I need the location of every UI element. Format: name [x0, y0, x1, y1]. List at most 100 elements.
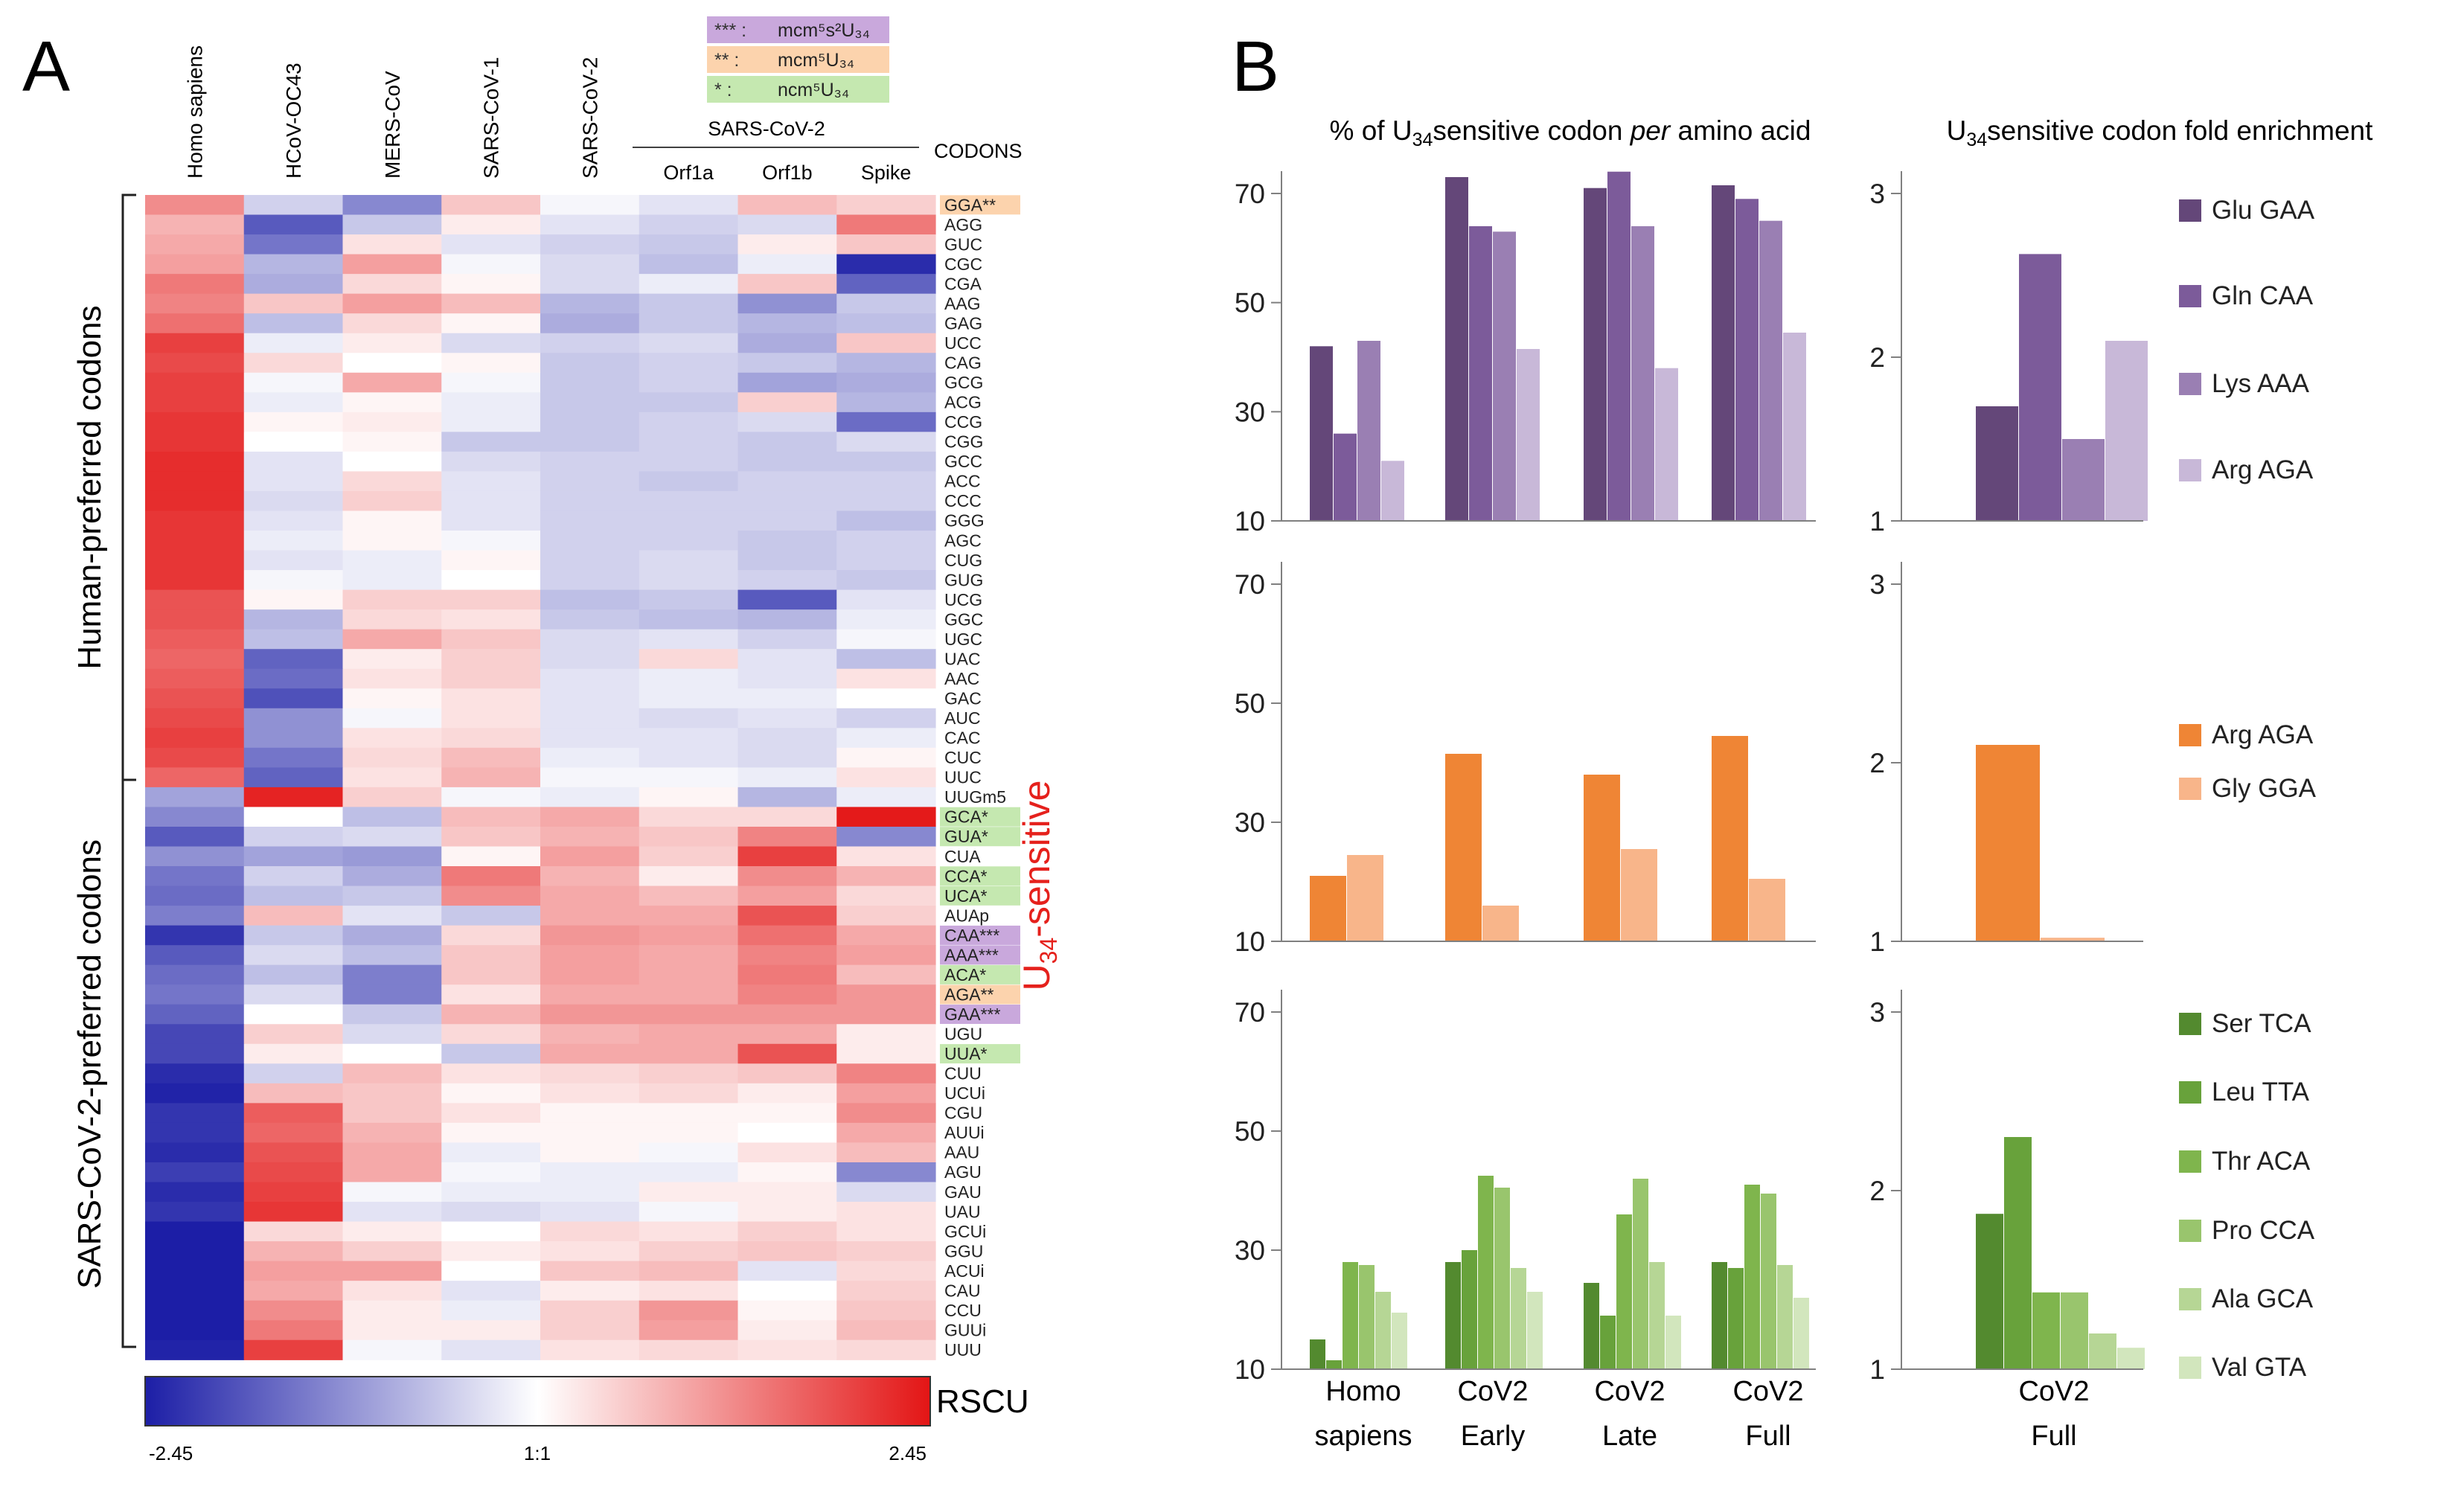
- heat-cell-gaa-3: [441, 1004, 541, 1025]
- fold-row1-tick-label: 1: [1869, 926, 1885, 957]
- codon-label-ccu: CCU: [944, 1301, 982, 1320]
- heat-cell-cgu-3: [441, 1103, 541, 1124]
- heat-cell-ucc-3: [441, 333, 541, 353]
- heat-cell-acg-0: [145, 392, 245, 413]
- heat-cell-ugc-3: [441, 629, 541, 650]
- heat-cell-agg-4: [540, 214, 640, 235]
- legend-swatch-orange: [707, 46, 889, 73]
- heat-cell-agu-6: [737, 1162, 837, 1183]
- column-header-0: Homo sapiens: [183, 45, 206, 179]
- heat-cell-cca-3: [441, 866, 541, 887]
- fold-bar-arg-aga: [2105, 341, 2148, 521]
- fold-bar-lys-aaa: [2062, 439, 2105, 521]
- fold-bar-gly-gga: [2041, 938, 2105, 941]
- heat-cell-acg-7: [836, 392, 936, 413]
- heat-cell-gua-3: [441, 826, 541, 848]
- fold-row1-tick-label: 3: [1869, 569, 1885, 600]
- heat-cell-agu-0: [145, 1162, 245, 1183]
- codon-label-cgg: CGG: [944, 432, 983, 452]
- heat-cell-gau-2: [342, 1182, 442, 1203]
- heat-cell-gcui-2: [342, 1221, 442, 1242]
- heat-cell-ggu-2: [342, 1241, 442, 1262]
- pct-bar-arg-aga-0: [1381, 461, 1404, 521]
- heat-cell-ucui-5: [639, 1083, 739, 1104]
- heat-cell-aau-5: [639, 1142, 739, 1163]
- heat-cell-ugu-5: [639, 1024, 739, 1045]
- heat-cell-cca-0: [145, 866, 245, 887]
- heat-cell-guc-6: [737, 234, 837, 255]
- u34-sensitive-label: U34-sensitive: [1016, 781, 1062, 991]
- heat-cell-uua-5: [639, 1043, 739, 1064]
- pct-bar-pro-cca-0: [1359, 1265, 1375, 1369]
- heat-cell-ggc-4: [540, 609, 640, 630]
- panel-b-label: B: [1232, 27, 1279, 106]
- heat-cell-uuu-5: [639, 1339, 739, 1360]
- pct-bar-gln-caa-2: [1607, 171, 1631, 521]
- heat-cell-gua-0: [145, 826, 245, 848]
- heat-cell-acui-2: [342, 1261, 442, 1281]
- heat-cell-acc-5: [639, 471, 739, 492]
- heat-cell-ugc-1: [243, 629, 344, 650]
- heat-cell-gua-4: [540, 826, 640, 848]
- heat-cell-uca-4: [540, 886, 640, 906]
- xlabel-1-line1: CoV2: [1457, 1376, 1528, 1407]
- heat-cell-cca-5: [639, 866, 739, 887]
- codon-label-ugc: UGC: [944, 630, 982, 649]
- heat-cell-guui-1: [243, 1320, 344, 1341]
- heat-cell-aau-3: [441, 1142, 541, 1163]
- heat-cell-gca-2: [342, 807, 442, 827]
- heat-cell-uca-0: [145, 886, 245, 906]
- heat-cell-cuc-1: [243, 747, 344, 768]
- heat-cell-ugc-4: [540, 629, 640, 650]
- heat-cell-agu-2: [342, 1162, 442, 1183]
- codon-label-gag: GAG: [944, 313, 982, 333]
- heat-cell-uuu-0: [145, 1339, 245, 1360]
- xlabel-3-line1: CoV2: [1732, 1376, 1803, 1407]
- heat-cell-cgu-1: [243, 1103, 344, 1124]
- heat-cell-gag-7: [836, 313, 936, 334]
- heat-cell-gac-2: [342, 688, 442, 709]
- legend-swatch-gln-caa: [2179, 285, 2201, 307]
- heat-cell-ccc-3: [441, 490, 541, 512]
- heat-cell-cag-2: [342, 353, 442, 374]
- legend-label-arg-aga: Arg AGA: [2212, 720, 2314, 749]
- codon-label-uca: UCA*: [944, 886, 988, 906]
- heat-cell-gag-4: [540, 313, 640, 334]
- pct-bar-pro-cca-2: [1633, 1179, 1648, 1369]
- heat-cell-ggg-4: [540, 510, 640, 531]
- codon-label-guui: GUUi: [944, 1321, 986, 1340]
- codon-label-uau: UAU: [944, 1202, 981, 1221]
- heat-cell-auc-6: [737, 708, 837, 729]
- heat-cell-cga-2: [342, 274, 442, 295]
- heat-cell-gac-5: [639, 688, 739, 709]
- pct-bar-arg-aga-0: [1310, 876, 1346, 941]
- codon-label-cca: CCA*: [944, 866, 988, 886]
- heat-cell-aac-4: [540, 668, 640, 689]
- heat-cell-cua-3: [441, 846, 541, 867]
- heat-cell-gga-3: [441, 195, 541, 216]
- heat-cell-ggg-0: [145, 510, 245, 531]
- colorbar-max: 2.45: [889, 1442, 927, 1464]
- heat-cell-ggu-0: [145, 1241, 245, 1262]
- heat-cell-acc-2: [342, 471, 442, 492]
- heat-cell-uuu-7: [836, 1339, 936, 1360]
- panel-b-left-title: % of U34sensitive codon per amino acid: [1330, 115, 1811, 150]
- legend-swatch-lys-aaa: [2179, 373, 2201, 395]
- heat-cell-ucui-1: [243, 1083, 344, 1104]
- heat-cell-cug-5: [639, 550, 739, 571]
- heat-cell-guui-6: [737, 1320, 837, 1341]
- heat-cell-agg-5: [639, 214, 739, 235]
- codon-label-acg: ACG: [944, 393, 982, 412]
- codon-label-gcc: GCC: [944, 452, 982, 471]
- xlabel-3-line2: Full: [1745, 1421, 1791, 1452]
- colorbar-label: RSCU: [936, 1383, 1029, 1420]
- heat-cell-acc-4: [540, 471, 640, 492]
- codon-label-cug: CUG: [944, 551, 982, 570]
- heat-cell-ugu-1: [243, 1024, 344, 1045]
- codon-label-gug: GUG: [944, 570, 983, 589]
- heat-cell-cug-3: [441, 550, 541, 571]
- heat-cell-gau-5: [639, 1182, 739, 1203]
- pct-bar-gly-gga-1: [1482, 906, 1519, 941]
- heat-cell-ucg-1: [243, 589, 344, 610]
- heat-cell-auui-0: [145, 1122, 245, 1144]
